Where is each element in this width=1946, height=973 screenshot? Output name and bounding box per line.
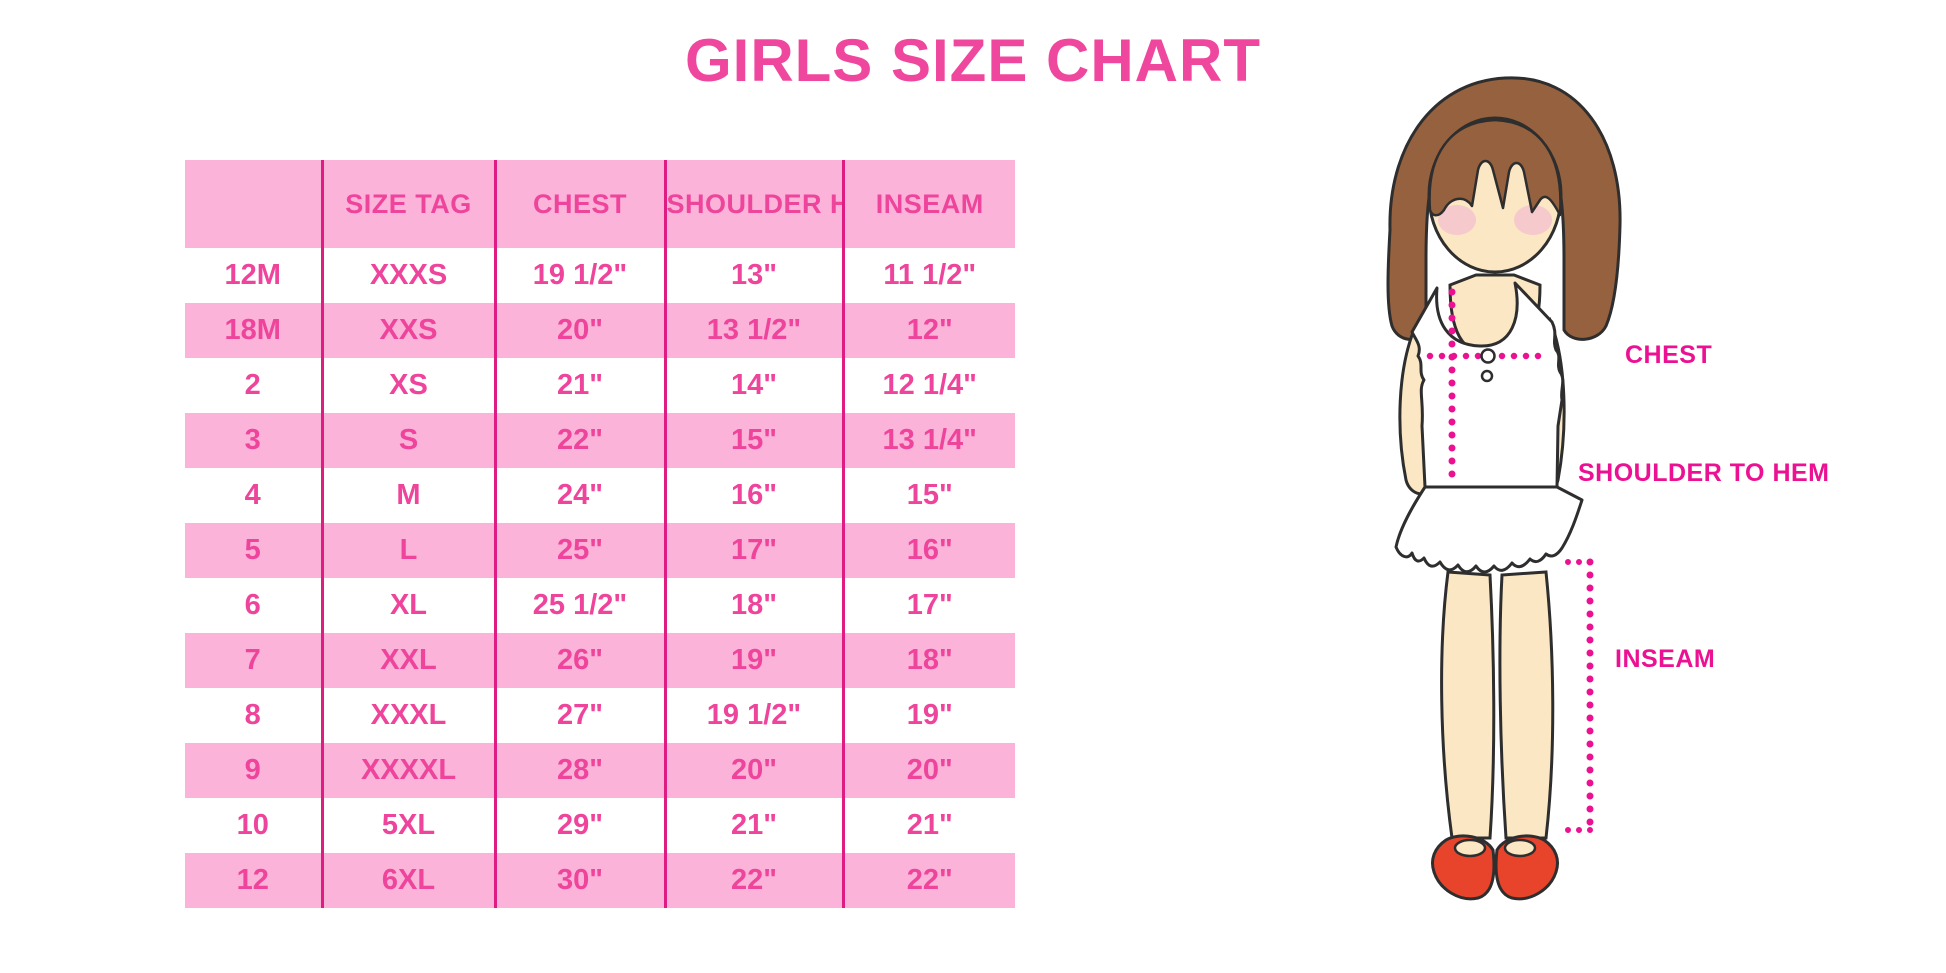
cell-shoulder-hem: 20" [663, 743, 843, 798]
cell-shoulder-hem: 15" [663, 413, 843, 468]
cell-size-tag: L [320, 523, 495, 578]
cell-size-tag: XXL [320, 633, 495, 688]
cell-size: 5 [185, 523, 322, 578]
cell-inseam: 22" [841, 853, 1015, 908]
table-row: 3 S 22" 15" 13 1/4" [185, 413, 1015, 468]
girl-illustration [1386, 76, 1622, 901]
cell-chest: 19 1/2" [493, 248, 665, 303]
cell-size: 2 [244, 369, 261, 401]
cell-shoulder-hem: 13" [663, 248, 843, 303]
girl-legs [1440, 570, 1555, 840]
page-title: GIRLS SIZE CHART [684, 27, 1261, 94]
cell-chest: 21" [493, 358, 665, 413]
cell-size-tag: XXS [320, 303, 495, 358]
header-row: SIZE TAG CHEST SHOULDER HEM INSEAM [185, 160, 1015, 248]
cell-shoulder-hem: 21" [663, 798, 843, 853]
cell-size-tag: 5XL [320, 798, 495, 853]
cell-chest: 25" [493, 523, 665, 578]
measurement-figure: CHEST SHOULDER TO HEM INSEAM [1300, 60, 1946, 940]
cell-size: 3 [185, 413, 322, 468]
cell-size: 12 [185, 853, 322, 908]
cell-chest: 25 1/2" [493, 578, 665, 633]
table-row: 6 XL 25 1/2" 18" 17" [185, 578, 1015, 633]
cell-size-tag: XL [320, 578, 495, 633]
header-cell-size-tag: SIZE TAG [320, 160, 495, 248]
table-row: 7 XXL 26" 19" 18" [185, 633, 1015, 688]
header-cell-inseam: INSEAM [841, 160, 1015, 248]
cell-inseam: 18" [841, 633, 1015, 688]
cell-inseam: 13 1/4" [841, 413, 1015, 468]
chest-label: CHEST [1625, 341, 1713, 369]
header-cell-shoulder-hem: SHOULDER HEM [663, 160, 843, 248]
inseam-label: INSEAM [1615, 645, 1716, 673]
table-row: 9 XXXXL 28" 20" 20" [185, 743, 1015, 798]
cell-shoulder-hem: 19" [663, 633, 843, 688]
cell-size-tag: 6XL [320, 853, 495, 908]
cell-shoulder-hem: 14" [663, 358, 843, 413]
cell-chest: 27" [493, 688, 665, 743]
cell-size: 4 [244, 479, 261, 511]
cell-shoulder-hem: 17" [663, 523, 843, 578]
blush-right [1514, 205, 1552, 235]
cell-shoulder-hem: 16" [663, 468, 843, 523]
cell-shoulder-hem: 18" [663, 578, 843, 633]
girls-size-chart-table: SIZE TAG CHEST SHOULDER HEM INSEAM 12MXX… [185, 160, 1015, 908]
table-row: 2 XS 21" 14" 12 1/4" [185, 358, 1015, 413]
cell-size: 9 [185, 743, 322, 798]
cell-chest: 30" [493, 853, 665, 908]
cell-chest: 24" [493, 468, 665, 523]
cell-chest: 20" [493, 303, 665, 358]
girl-dress-skirt [1394, 485, 1584, 574]
shoulder-to-hem-label: SHOULDER TO HEM [1578, 459, 1830, 487]
cell-size-tag: XS [320, 358, 495, 413]
cell-inseam: 12" [841, 303, 1015, 358]
cell-shoulder-hem: 13 1/2" [663, 303, 843, 358]
cell-size-tag: M [320, 468, 495, 523]
cell-inseam: 17" [841, 578, 1015, 633]
cell-inseam: 20" [841, 743, 1015, 798]
cell-chest: 26" [493, 633, 665, 688]
table-row: 10 5XL 29" 21" 21" [185, 798, 1015, 853]
cell-inseam: 16" [841, 523, 1015, 578]
cell-chest: 22" [493, 413, 665, 468]
cell-inseam: 11 1/2" [841, 248, 1015, 303]
girl-shoes [1431, 834, 1559, 901]
cell-inseam: 21" [841, 798, 1015, 853]
cell-inseam: 12 1/4" [841, 358, 1015, 413]
table-row: 8 XXXL 27" 19 1/2" 19" [185, 688, 1015, 743]
cell-chest: 29" [493, 798, 665, 853]
cell-size: 10 [236, 809, 269, 841]
cell-size: 7 [185, 633, 322, 688]
cell-size: 6 [244, 589, 261, 621]
cell-size-tag: XXXL [320, 688, 495, 743]
cell-size-tag: S [320, 413, 495, 468]
table-row: 18M XXS 20" 13 1/2" 12" [185, 303, 1015, 358]
girl-bangs [1428, 118, 1562, 217]
table-row: 12M XXXS 19 1/2" 13" 11 1/2" [185, 248, 1015, 303]
header-cell-blank [185, 160, 322, 248]
cell-shoulder-hem: 19 1/2" [663, 688, 843, 743]
table-row: 12 6XL 30" 22" 22" [185, 853, 1015, 908]
table-row: 4 M 24" 16" 15" [185, 468, 1015, 523]
cell-chest: 28" [493, 743, 665, 798]
cell-size-tag: XXXXL [320, 743, 495, 798]
cell-shoulder-hem: 22" [663, 853, 843, 908]
cell-size: 8 [244, 699, 261, 731]
cell-inseam: 15" [841, 468, 1015, 523]
cell-inseam: 19" [841, 688, 1015, 743]
cell-size: 18M [185, 303, 322, 358]
cell-size-tag: XXXS [320, 248, 495, 303]
table-row: 5 L 25" 17" 16" [185, 523, 1015, 578]
dress-buttons [1480, 348, 1496, 383]
header-cell-chest: CHEST [493, 160, 665, 248]
cell-size: 12M [224, 259, 281, 291]
blush-left [1438, 205, 1476, 235]
